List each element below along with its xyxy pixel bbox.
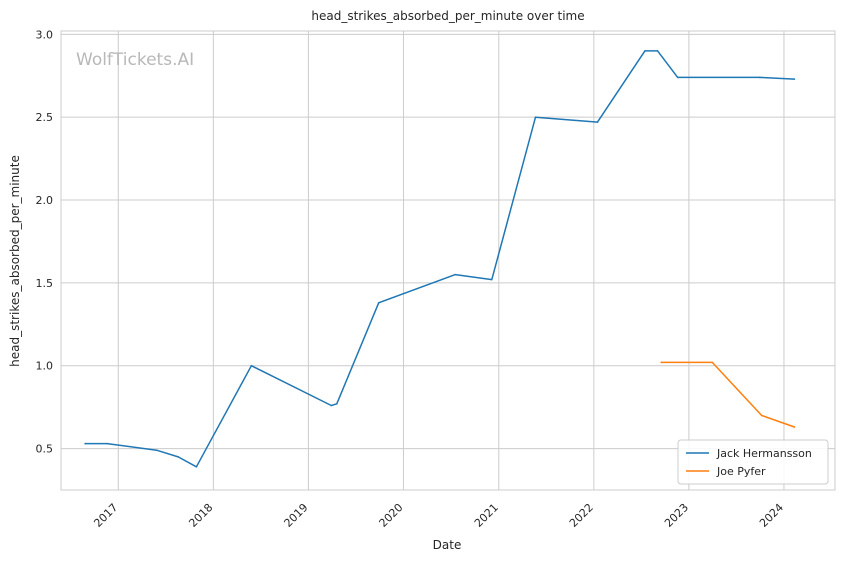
data-point-jack-hermansson: [644, 50, 646, 52]
legend-label-joe-pyfer: Joe Pyfer: [716, 465, 766, 478]
legend-box: [677, 439, 829, 485]
x-axis-label: Date: [433, 538, 462, 552]
x-tick-label: 2018: [186, 501, 215, 530]
data-point-jack-hermansson: [596, 121, 599, 123]
data-point-jack-hermansson: [534, 116, 537, 118]
x-tick-label: 2022: [567, 501, 596, 530]
data-point-jack-hermansson: [106, 442, 108, 445]
y-tick-label: 1.0: [36, 360, 54, 373]
y-tick-label: 1.5: [36, 277, 54, 290]
data-point-joe-pyfer: [660, 361, 663, 364]
grid-layer: [61, 31, 835, 490]
legend-label-jack-hermansson: Jack Hermansson: [716, 447, 812, 460]
x-tick-label: 2020: [377, 501, 406, 530]
y-tick-label: 3.0: [36, 28, 54, 41]
x-tick-layer: 2017 2018 2019 2020 2021 2022 2023 2024: [91, 501, 786, 530]
data-point-jack-hermansson: [177, 456, 179, 458]
y-tick-label: 2.5: [36, 111, 54, 124]
series-line-joe-pyfer: [660, 361, 796, 428]
data-point-jack-hermansson: [758, 76, 761, 79]
x-tick-label: 2019: [282, 501, 311, 530]
y-axis-label: head_strikes_absorbed_per_minute: [8, 155, 22, 367]
x-tick-label: 2021: [472, 501, 501, 530]
series-layer: [84, 50, 796, 468]
data-point-jack-hermansson: [195, 466, 198, 468]
x-tick-label: 2017: [91, 501, 120, 530]
data-point-jack-hermansson: [490, 278, 493, 281]
series-line-jack-hermansson: [84, 50, 796, 468]
data-point-jack-hermansson: [454, 273, 457, 276]
data-point-jack-hermansson: [676, 76, 679, 79]
data-point-joe-pyfer: [760, 414, 763, 417]
data-point-jack-hermansson: [250, 364, 253, 367]
y-tick-label: 2.0: [36, 194, 54, 207]
data-point-jack-hermansson: [335, 403, 338, 405]
data-point-jack-hermansson: [377, 301, 380, 304]
data-point-joe-pyfer: [711, 361, 714, 364]
x-tick-label: 2024: [757, 501, 786, 530]
data-point-jack-hermansson: [330, 404, 333, 407]
y-tick-layer: 0.5 1.0 1.5 2.0 2.5 3.0: [36, 28, 54, 455]
watermark: WolfTickets.AI: [76, 50, 194, 70]
data-point-jack-hermansson: [656, 50, 659, 52]
legend: Jack Hermansson Joe Pyfer: [677, 439, 829, 485]
y-tick-label: 0.5: [36, 443, 54, 456]
data-point-jack-hermansson: [793, 78, 796, 80]
x-tick-label: 2023: [662, 501, 691, 530]
chart-title: head_strikes_absorbed_per_minute over ti…: [311, 9, 584, 23]
data-point-jack-hermansson: [84, 442, 87, 445]
plot-background: [60, 30, 836, 491]
data-point-jack-hermansson: [155, 449, 158, 452]
data-point-joe-pyfer: [793, 426, 796, 428]
